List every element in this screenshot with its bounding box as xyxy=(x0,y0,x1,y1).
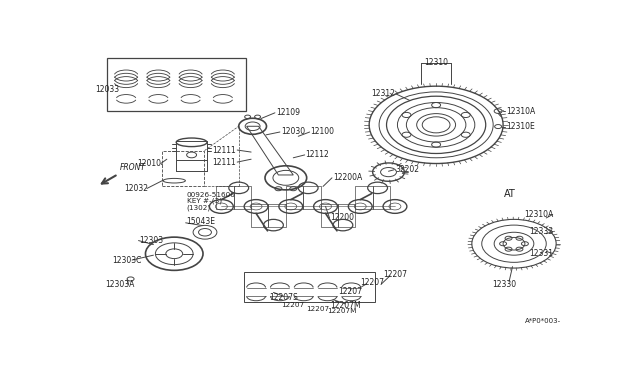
Text: 12330: 12330 xyxy=(492,280,516,289)
Text: 00926-51600: 00926-51600 xyxy=(187,192,236,198)
Text: 12033: 12033 xyxy=(95,84,119,93)
Text: 12303: 12303 xyxy=(140,236,164,245)
Text: 12207M: 12207M xyxy=(330,301,361,310)
Text: 12200A: 12200A xyxy=(333,173,362,182)
Text: 12032: 12032 xyxy=(125,184,148,193)
Text: 15043E: 15043E xyxy=(187,217,216,226)
Text: 12310A: 12310A xyxy=(507,107,536,116)
Text: 12303C: 12303C xyxy=(112,256,141,264)
Text: 12312: 12312 xyxy=(371,89,395,99)
Text: 12010: 12010 xyxy=(137,159,161,168)
Text: A*P0*003-: A*P0*003- xyxy=(525,318,561,324)
Text: 12111: 12111 xyxy=(212,158,236,167)
Text: 12333: 12333 xyxy=(529,227,554,236)
Text: (1302): (1302) xyxy=(187,204,211,211)
Text: 12100: 12100 xyxy=(310,127,335,136)
Bar xyxy=(244,272,375,302)
Text: 12207: 12207 xyxy=(281,302,304,308)
Text: 12200: 12200 xyxy=(330,214,355,222)
Text: 12207S: 12207S xyxy=(269,293,298,302)
Text: 32202: 32202 xyxy=(395,165,419,174)
Text: 12303A: 12303A xyxy=(105,280,134,289)
Text: 12207: 12207 xyxy=(307,306,330,312)
Text: FRONT: FRONT xyxy=(120,163,146,172)
Text: 12310: 12310 xyxy=(424,58,448,67)
Text: 12109: 12109 xyxy=(276,108,300,117)
Text: 12112: 12112 xyxy=(306,150,330,159)
Bar xyxy=(162,151,204,186)
Text: 12207: 12207 xyxy=(361,279,385,288)
Text: 12207: 12207 xyxy=(339,287,362,296)
Text: 12310E: 12310E xyxy=(507,122,535,131)
Text: 12310A: 12310A xyxy=(524,210,554,219)
Text: 12207: 12207 xyxy=(383,270,407,279)
Text: 12030: 12030 xyxy=(281,127,305,136)
Text: 12111: 12111 xyxy=(212,145,236,154)
Text: AT: AT xyxy=(504,189,516,199)
Text: KEY #-(3): KEY #-(3) xyxy=(187,198,221,204)
Text: 12331: 12331 xyxy=(530,248,554,258)
Bar xyxy=(108,58,246,110)
Text: 12207M: 12207M xyxy=(327,308,356,314)
